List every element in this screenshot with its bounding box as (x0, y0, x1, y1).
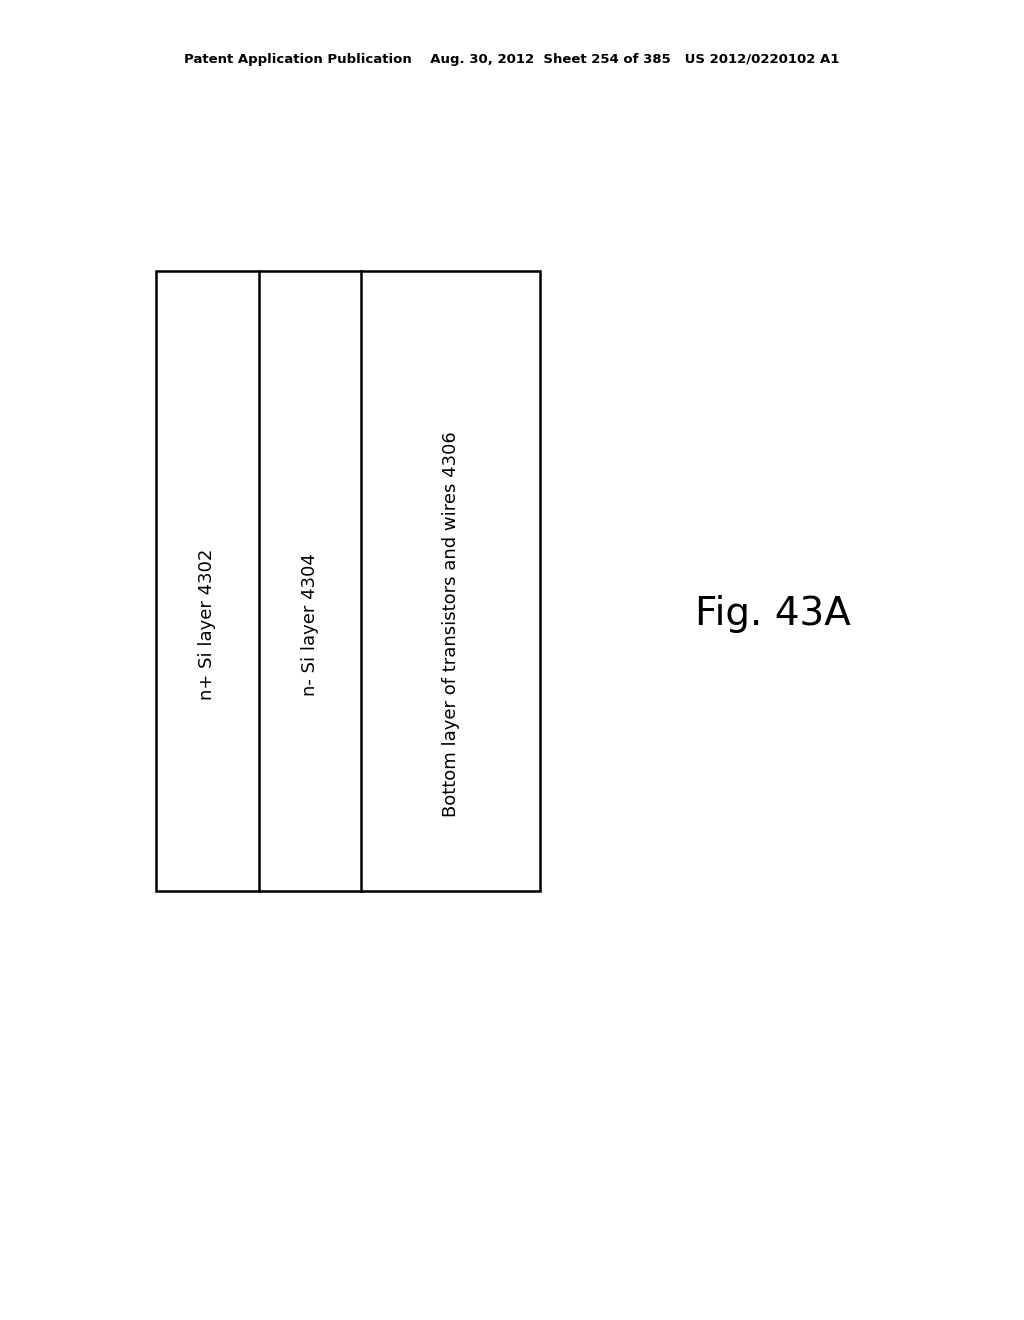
Text: Fig. 43A: Fig. 43A (695, 595, 851, 632)
Text: n- Si layer 4304: n- Si layer 4304 (301, 553, 319, 696)
Text: n+ Si layer 4302: n+ Si layer 4302 (198, 549, 216, 700)
Bar (156, 271, 540, 891)
Text: Patent Application Publication    Aug. 30, 2012  Sheet 254 of 385   US 2012/0220: Patent Application Publication Aug. 30, … (184, 53, 840, 66)
Text: Bottom layer of transistors and wires 4306: Bottom layer of transistors and wires 43… (441, 432, 460, 817)
